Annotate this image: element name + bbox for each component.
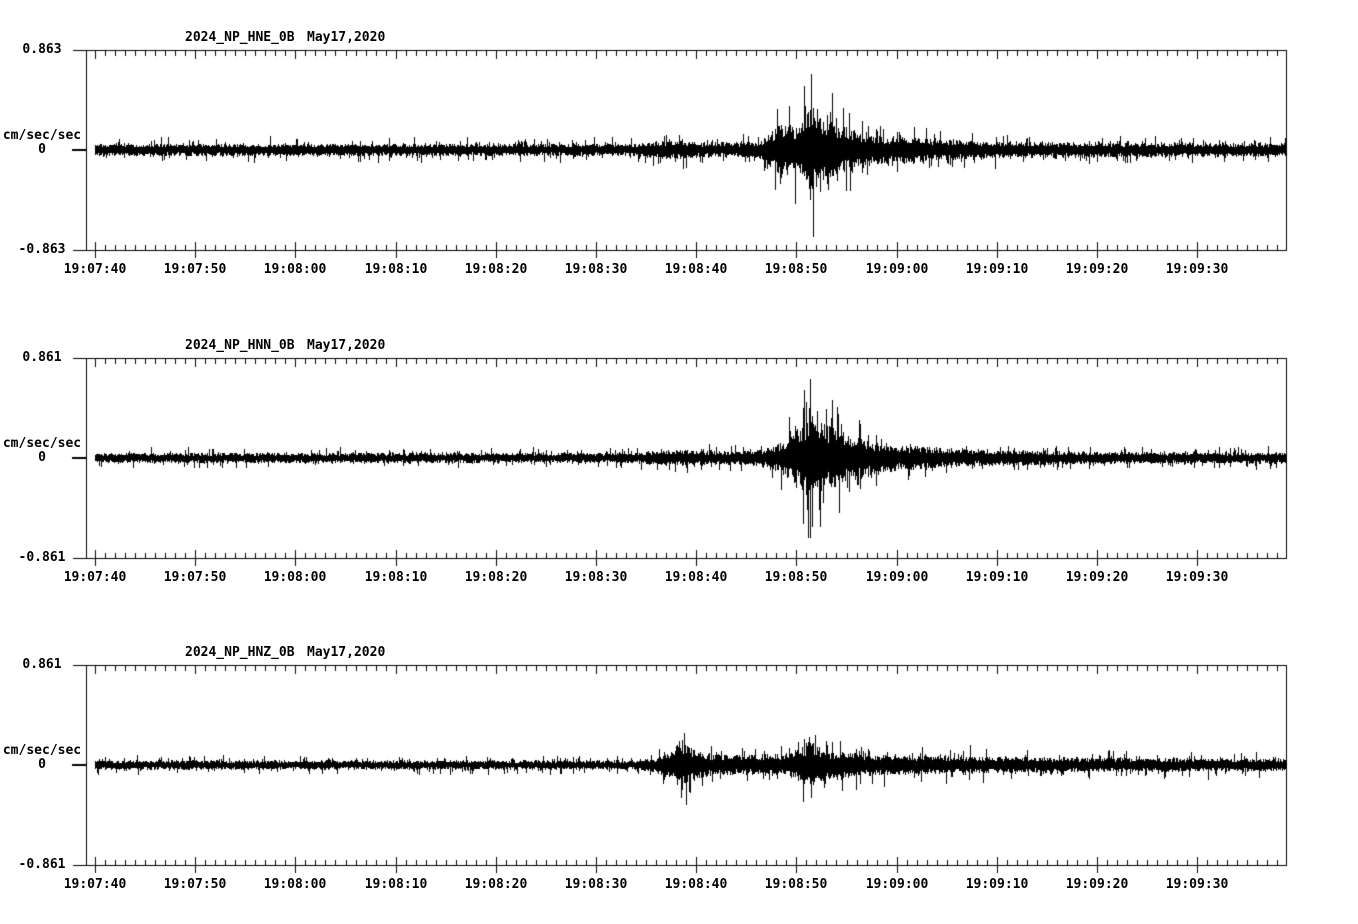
x-tick-label: 19:09:00 [865,877,929,892]
plot-title-date: May17,2020 [307,338,386,353]
x-tick-label: 19:07:50 [163,262,227,277]
x-tick-label: 19:09:10 [965,570,1029,585]
x-tick-label: 19:08:20 [464,570,528,585]
y-axis-max-label: 0.863 [22,42,62,57]
y-axis-min-label: -0.861 [18,857,66,872]
y-axis-zero-label: 0 [38,142,46,157]
x-tick-label: 19:08:10 [364,877,428,892]
plot-title-date: May17,2020 [307,645,386,660]
x-tick-label: 19:09:10 [965,262,1029,277]
plot-title-station-channel: 2024_NP_HNZ_0B [185,645,295,660]
x-tick-label: 19:08:50 [764,570,828,585]
y-axis-max-label: 0.861 [22,657,62,672]
x-tick-label: 19:08:00 [263,877,327,892]
x-tick-label: 19:09:20 [1065,262,1129,277]
y-axis-zero-label: 0 [38,757,46,772]
x-tick-label: 19:09:20 [1065,877,1129,892]
x-tick-label: 19:08:00 [263,262,327,277]
plot-title-date: May17,2020 [307,30,386,45]
x-tick-label: 19:08:20 [464,877,528,892]
x-tick-label: 19:08:10 [364,570,428,585]
y-axis-max-label: 0.861 [22,350,62,365]
plot-title-station-channel: 2024_NP_HNN_0B [185,338,295,353]
x-tick-label: 19:09:30 [1165,877,1229,892]
x-tick-label: 19:08:00 [263,570,327,585]
x-tick-label: 19:08:30 [564,570,628,585]
y-axis-units-label: cm/sec/sec [2,743,82,758]
y-axis-zero-label: 0 [38,450,46,465]
x-tick-label: 19:09:30 [1165,262,1229,277]
y-axis-units-label: cm/sec/sec [2,436,82,451]
x-tick-label: 19:08:10 [364,262,428,277]
x-tick-label: 19:08:50 [764,262,828,277]
x-tick-label: 19:09:30 [1165,570,1229,585]
x-tick-label: 19:07:50 [163,877,227,892]
x-tick-label: 19:08:40 [664,262,728,277]
x-tick-label: 19:09:20 [1065,570,1129,585]
x-tick-label: 19:08:40 [664,570,728,585]
x-tick-label: 19:07:40 [63,570,127,585]
x-tick-label: 19:08:50 [764,877,828,892]
x-tick-label: 19:09:10 [965,877,1029,892]
y-axis-min-label: -0.861 [18,550,66,565]
x-tick-label: 19:09:00 [865,570,929,585]
x-tick-label: 19:08:30 [564,877,628,892]
x-tick-label: 19:08:20 [464,262,528,277]
x-tick-label: 19:08:30 [564,262,628,277]
x-tick-label: 19:07:50 [163,570,227,585]
y-axis-min-label: -0.863 [18,242,66,257]
x-tick-label: 19:07:40 [63,262,127,277]
plot-title-station-channel: 2024_NP_HNE_0B [185,30,295,45]
x-tick-label: 19:08:40 [664,877,728,892]
x-tick-label: 19:07:40 [63,877,127,892]
y-axis-units-label: cm/sec/sec [2,128,82,143]
x-tick-label: 19:09:00 [865,262,929,277]
